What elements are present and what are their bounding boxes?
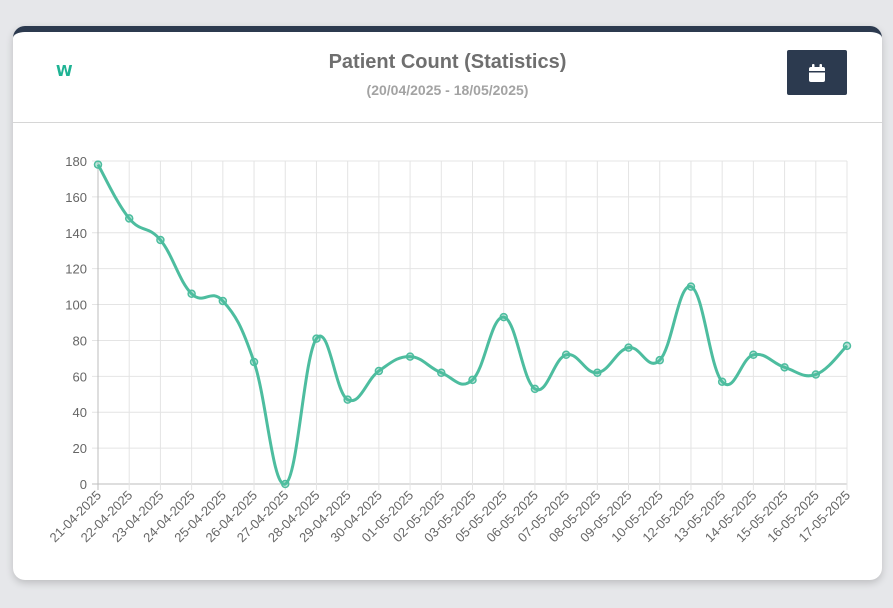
data-point bbox=[218, 296, 228, 306]
chart-gridlines bbox=[92, 160, 848, 490]
patient-count-line-chart: 0 20 40 60 80 100 120 140 160 180 21-04-202522-04… bbox=[46, 154, 853, 546]
y-tick-label: 160 bbox=[65, 190, 87, 205]
data-point bbox=[842, 341, 852, 351]
data-point bbox=[249, 357, 259, 367]
data-point bbox=[93, 160, 103, 169]
chart-card: W Patient Count (Statistics) (20/04/2025… bbox=[13, 26, 882, 580]
y-tick-label: 120 bbox=[65, 262, 87, 277]
date-picker-button[interactable] bbox=[787, 50, 847, 95]
data-point bbox=[717, 377, 727, 386]
y-tick-label: 20 bbox=[73, 441, 87, 456]
series-points bbox=[93, 160, 852, 489]
date-range-subtitle: (20/04/2025 - 18/05/2025) bbox=[366, 82, 529, 98]
data-point bbox=[593, 368, 602, 377]
card-header: W Patient Count (Statistics) (20/04/2025… bbox=[13, 32, 882, 123]
data-point bbox=[811, 370, 821, 379]
y-tick-label: 100 bbox=[65, 298, 87, 313]
chart-title: Patient Count (Statistics) bbox=[328, 51, 567, 73]
y-tick-label: 80 bbox=[73, 333, 87, 348]
y-tick-label: 60 bbox=[73, 369, 87, 384]
data-point bbox=[124, 214, 134, 223]
data-point bbox=[749, 350, 758, 360]
data-point bbox=[624, 343, 633, 352]
series-line bbox=[96, 163, 849, 486]
data-point bbox=[437, 368, 446, 377]
data-point bbox=[655, 355, 664, 365]
data-point bbox=[156, 235, 165, 245]
data-point bbox=[530, 384, 540, 394]
data-point bbox=[468, 375, 477, 385]
data-point bbox=[374, 366, 384, 376]
y-tick-label: 140 bbox=[65, 226, 87, 241]
y-tick-label: 180 bbox=[65, 154, 87, 169]
brand-logo: W bbox=[56, 62, 73, 80]
y-tick-label: 0 bbox=[80, 477, 87, 492]
data-point bbox=[686, 282, 696, 291]
data-point bbox=[343, 395, 352, 404]
data-point bbox=[187, 289, 196, 299]
data-point bbox=[405, 352, 415, 361]
y-axis-ticks: 0 20 40 60 80 100 120 140 160 180 bbox=[65, 154, 87, 492]
data-point bbox=[499, 312, 508, 322]
x-axis-ticks: 21-04-202522-04-202523-04-202524-04-2025… bbox=[46, 488, 853, 546]
calendar-icon bbox=[787, 63, 847, 82]
data-point bbox=[281, 479, 290, 489]
data-point bbox=[780, 363, 789, 372]
y-tick-label: 40 bbox=[73, 405, 87, 420]
data-point bbox=[312, 334, 321, 343]
data-point bbox=[561, 350, 571, 360]
